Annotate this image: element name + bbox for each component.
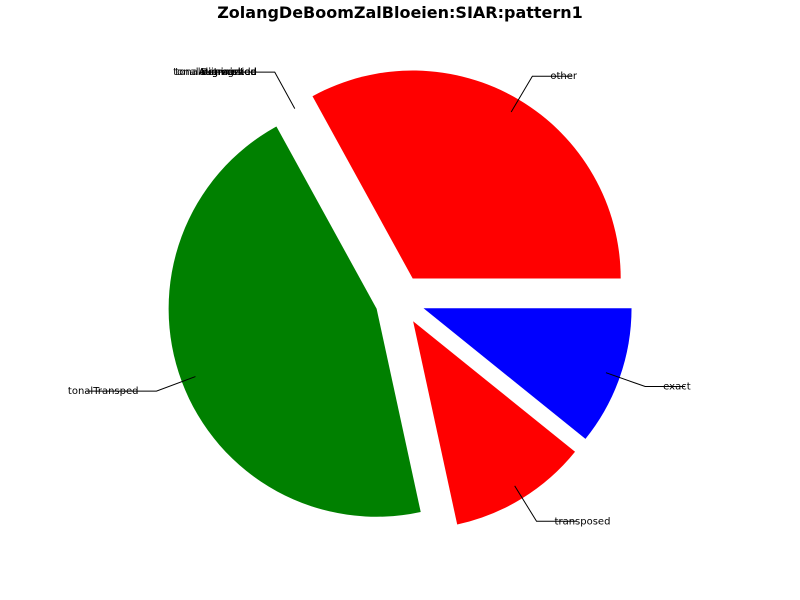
slice-labels: exact transposed tonalTransped tonalAugment… xyxy=(68,67,691,527)
leader-line-tonaltransped xyxy=(86,376,196,392)
leader-line-transposed xyxy=(514,485,577,522)
pie-slice-tonaltransped xyxy=(168,126,421,517)
slice-label-tonaldiminished: tonalDiminished xyxy=(175,67,256,78)
slice-label-diminished: diminished xyxy=(202,67,257,78)
slice-label-transposed: transposed xyxy=(555,516,611,527)
slice-label-exact: exact xyxy=(663,382,691,393)
slice-label-retrograde: retrograde xyxy=(204,67,257,78)
leader-line-zero xyxy=(204,71,296,109)
pie-slice-transposed xyxy=(413,321,576,525)
chart-title: ZolangDeBoomZalBloeien:SIAR:pattern1 xyxy=(217,3,583,22)
pie-slice-exact xyxy=(423,308,632,439)
slice-label-tonaltransped: tonalTransped xyxy=(68,386,139,397)
pie-slices xyxy=(168,70,632,525)
slice-label-inversion: inversion xyxy=(211,67,257,78)
pie-slice-other xyxy=(312,70,621,279)
slice-label-augmented: augmented xyxy=(199,67,256,78)
leader-line-other xyxy=(510,75,573,113)
leader-line-exact xyxy=(605,372,686,388)
slice-label-tonalaugmented: tonalAugmented xyxy=(173,67,256,78)
slice-label-other: other xyxy=(550,71,578,82)
